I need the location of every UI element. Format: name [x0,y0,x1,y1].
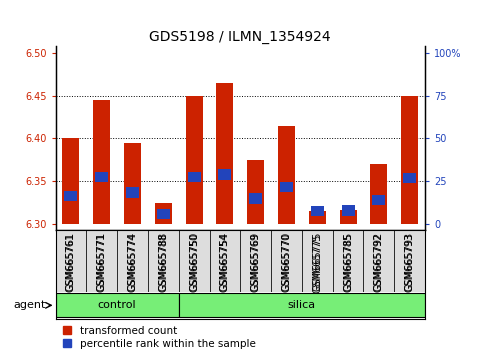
Text: GSM665793: GSM665793 [405,233,414,292]
Bar [155,203,172,224]
Text: GSM665769: GSM665769 [251,233,261,292]
Bar [56,230,86,292]
Text: GSM665774: GSM665774 [128,232,138,291]
Bar [179,230,210,292]
Text: GSM665775: GSM665775 [313,232,322,291]
Bar [185,96,202,224]
Bar [401,96,418,224]
Bar [340,210,356,224]
Bar [157,209,170,219]
Bar [240,230,271,292]
Text: GSM665793: GSM665793 [405,232,414,291]
Bar [179,293,425,317]
Bar [95,172,108,182]
Text: GSM665792: GSM665792 [374,233,384,292]
Bar [210,230,240,292]
Bar [278,126,295,224]
Bar [403,173,416,183]
Bar [394,230,425,292]
Bar [64,191,77,201]
Bar [341,205,355,216]
Text: GSM665775: GSM665775 [313,233,322,292]
Bar [218,169,231,179]
Bar [148,230,179,292]
Bar [249,193,262,204]
Bar [302,230,333,292]
Text: GSM665761: GSM665761 [66,233,76,292]
Text: GSM665771: GSM665771 [97,233,107,292]
Bar [93,100,110,224]
Text: GSM665750: GSM665750 [189,232,199,291]
Bar [372,195,385,205]
Bar [126,187,139,198]
Text: GSM665770: GSM665770 [282,233,291,292]
Title: GDS5198 / ILMN_1354924: GDS5198 / ILMN_1354924 [149,30,331,44]
Text: control: control [98,300,136,310]
Bar [187,172,200,182]
Bar [247,160,264,224]
Bar [56,293,179,317]
Text: GSM665770: GSM665770 [282,232,291,291]
Text: GSM665771: GSM665771 [97,232,107,291]
Bar [364,230,394,292]
Bar [216,83,233,224]
Bar [309,211,326,224]
Bar [124,143,141,224]
Text: GSM665792: GSM665792 [374,232,384,291]
Bar [86,230,117,292]
Text: silica: silica [288,300,316,310]
Text: GSM665785: GSM665785 [343,233,353,292]
Bar [311,206,324,216]
Text: agent: agent [14,300,46,310]
Bar [280,182,293,193]
Legend: transformed count, percentile rank within the sample: transformed count, percentile rank withi… [61,324,257,351]
Text: GSM665754: GSM665754 [220,232,230,291]
Text: GSM665785: GSM665785 [343,232,353,291]
Bar [271,230,302,292]
Text: GSM665788: GSM665788 [158,232,168,291]
Text: GSM665774: GSM665774 [128,233,138,292]
Bar [370,164,387,224]
Bar [117,230,148,292]
Bar [333,230,364,292]
Text: GSM665754: GSM665754 [220,233,230,292]
Bar [62,138,79,224]
Text: GSM665788: GSM665788 [158,233,168,292]
Text: GSM665750: GSM665750 [189,233,199,292]
Text: GSM665769: GSM665769 [251,232,261,291]
Text: GSM665761: GSM665761 [66,232,76,291]
